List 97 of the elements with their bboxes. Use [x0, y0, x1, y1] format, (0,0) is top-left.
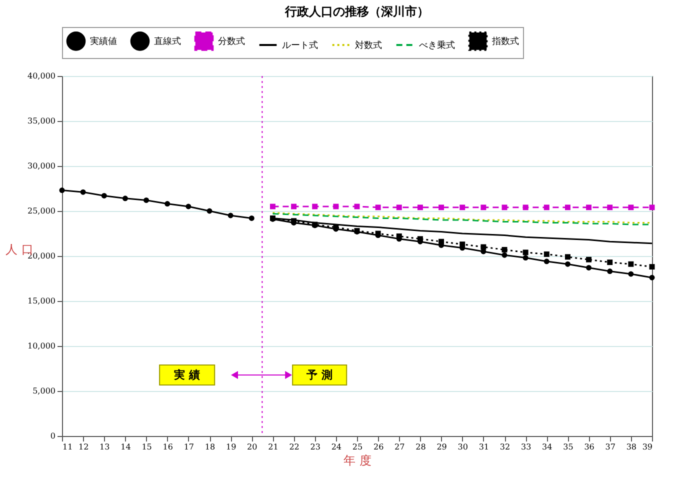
y-tick-label: 35,000: [28, 116, 56, 126]
point: [270, 204, 276, 210]
point: [586, 264, 592, 270]
point: [396, 204, 402, 210]
x-tick-label: 24: [331, 442, 342, 452]
point: [649, 264, 655, 270]
point: [312, 204, 318, 210]
point: [628, 271, 634, 277]
point: [460, 204, 466, 210]
point: [80, 189, 86, 195]
annotation: 実 績: [159, 364, 216, 386]
point: [502, 246, 508, 252]
chart-title: 行政人口の推移（深川市）: [284, 4, 429, 18]
point: [628, 204, 634, 210]
x-axis-title: 年 度: [344, 454, 372, 468]
y-tick-label: 0: [50, 432, 56, 440]
point: [544, 204, 550, 210]
x-tick-label: 39: [642, 442, 652, 452]
x-tick-label: 37: [605, 442, 616, 452]
point: [586, 204, 592, 210]
y-tick-label: 10,000: [28, 342, 56, 350]
legend-label: 対数式: [355, 40, 382, 51]
x-tick-label: 38: [626, 442, 637, 452]
point: [607, 268, 613, 274]
point: [101, 192, 107, 198]
x-tick-label: 16: [162, 442, 173, 452]
x-tick-label: 14: [120, 442, 131, 452]
x-tick-label: 11: [62, 442, 73, 452]
point: [248, 215, 254, 221]
y-tick-label: 30,000: [28, 162, 56, 170]
x-tick-label: 33: [520, 442, 532, 452]
y-tick-label: 40,000: [28, 72, 56, 80]
point: [522, 204, 528, 210]
x-tick-label: 20: [247, 442, 258, 452]
x-tick-label: 29: [436, 442, 447, 452]
x-tick-label: 17: [184, 442, 194, 452]
point: [502, 252, 508, 258]
point: [544, 258, 550, 264]
point: [438, 204, 444, 210]
x-tick-label: 13: [100, 442, 110, 452]
point: [649, 274, 655, 280]
x-tick-label: 27: [394, 442, 405, 452]
point: [460, 242, 466, 248]
point: [206, 208, 212, 214]
point: [522, 250, 528, 256]
point: [628, 261, 634, 267]
point: [564, 254, 570, 260]
x-tick-label: 15: [142, 442, 152, 452]
legend-label: 指数式: [491, 36, 519, 48]
x-tick-label: 23: [310, 442, 320, 452]
x-tick-label: 34: [542, 442, 552, 452]
legend-label: 実績値: [90, 36, 117, 48]
point: [291, 204, 297, 210]
x-tick-label: 28: [416, 442, 426, 452]
y-tick-label: 25,000: [28, 206, 56, 216]
legend-label: べき乗式: [419, 40, 455, 51]
point: [375, 204, 381, 210]
point: [544, 251, 550, 257]
point: [122, 196, 128, 202]
point: [586, 256, 592, 262]
point: [564, 261, 570, 267]
annotation: 予 測: [292, 364, 348, 386]
x-tick-label: 12: [78, 442, 89, 452]
point: [417, 204, 423, 210]
point: [59, 188, 65, 194]
legend-label: 直線式: [154, 36, 181, 48]
point: [649, 204, 655, 210]
x-tick-label: 26: [373, 442, 384, 452]
x-tick-label: 18: [204, 442, 216, 452]
point: [564, 204, 570, 210]
legend-label: ルート式: [282, 40, 318, 51]
x-tick-label: 30: [458, 442, 468, 452]
point: [480, 204, 486, 210]
point: [438, 238, 444, 244]
point: [186, 204, 192, 210]
x-tick-label: 35: [563, 442, 574, 452]
x-tick-label: 22: [289, 442, 300, 452]
x-tick-label: 36: [584, 442, 594, 452]
point: [164, 201, 170, 207]
x-tick-label: 31: [478, 442, 490, 452]
x-tick-label: 19: [226, 442, 236, 452]
x-tick-label: 25: [352, 442, 363, 452]
point: [396, 233, 402, 239]
y-tick-label: 5,000: [32, 386, 56, 396]
point: [228, 212, 234, 218]
point: [480, 244, 486, 250]
point: [144, 197, 150, 203]
y-tick-label: 15,000: [28, 296, 56, 306]
point: [417, 236, 423, 242]
x-tick-label: 21: [268, 442, 278, 452]
point: [502, 204, 508, 210]
point: [607, 260, 613, 266]
legend-label: 分数式: [218, 36, 245, 48]
point: [522, 255, 528, 261]
x-tick-label: 32: [500, 442, 510, 452]
point: [333, 204, 339, 210]
point: [607, 204, 613, 210]
